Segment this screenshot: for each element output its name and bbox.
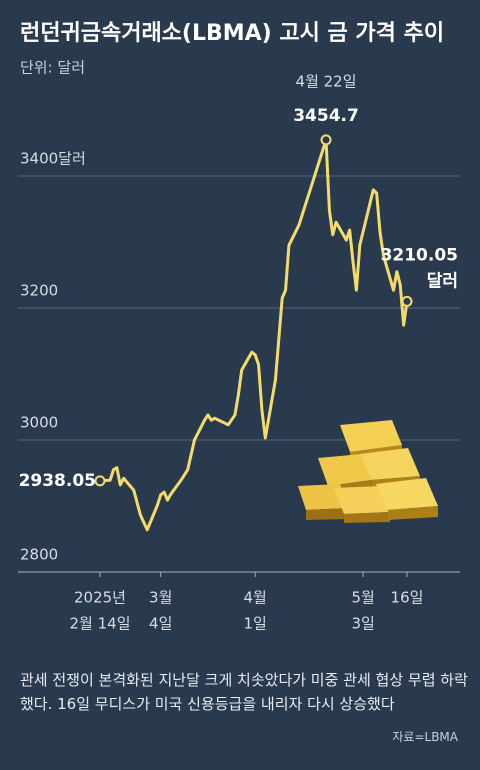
x-tick-label: 2025년 <box>74 589 126 607</box>
source: 자료=LBMA <box>392 730 458 744</box>
x-tick-label: 3월 <box>149 589 172 607</box>
x-tick-label: 4일 <box>149 615 172 633</box>
point-marker <box>401 295 413 307</box>
caption: 관세 전쟁이 본격화된 지난달 크게 치솟았다가 미중 관세 협상 무렵 하락했… <box>20 671 468 713</box>
x-tick-label: 2월 14일 <box>70 615 131 633</box>
point-marker <box>320 134 332 146</box>
value-label: 3210.05 <box>381 245 458 265</box>
y-tick-label: 3000 <box>20 414 58 432</box>
annotation: 4월 22일 <box>296 72 357 90</box>
gold-bars <box>298 420 438 523</box>
x-tick-label: 1일 <box>244 615 267 633</box>
y-tick-label: 2800 <box>20 546 58 564</box>
x-tick-label: 4월 <box>244 589 267 607</box>
line <box>99 138 409 532</box>
y-tick-label: 3200 <box>20 282 58 300</box>
unit-label: 단위: 달러 <box>20 59 85 77</box>
point-marker <box>94 475 106 487</box>
annotation: 달러 <box>427 270 458 291</box>
x-tick-label: 5월 <box>351 589 374 607</box>
value-label: 3454.7 <box>293 106 359 126</box>
x-tick-label: 16일 <box>391 589 424 607</box>
chart-title: 런던귀금속거래소(LBMA) 고시 금 가격 추이 <box>20 21 444 46</box>
x-tick-label: 3일 <box>351 615 374 633</box>
y-tick-label: 3400달러 <box>20 150 86 168</box>
chart: 런던귀금속거래소(LBMA) 고시 금 가격 추이 단위: 달러 2800 300… <box>18 21 460 633</box>
value-label: 2938.05 <box>19 471 96 491</box>
